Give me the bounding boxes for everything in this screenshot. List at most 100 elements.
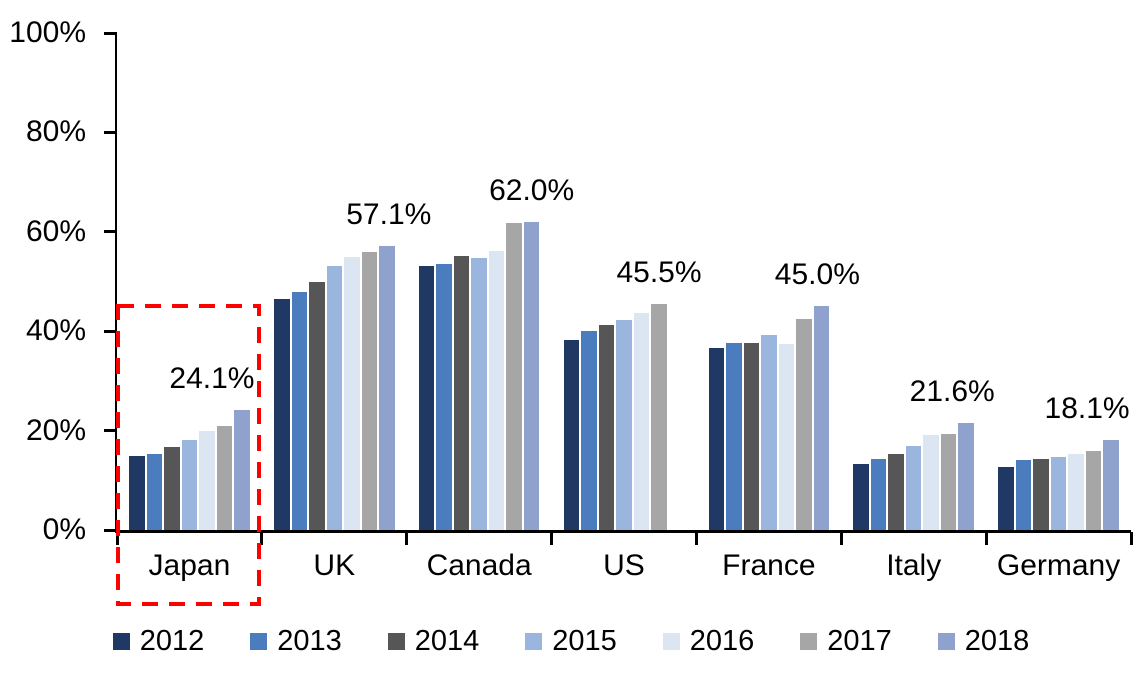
bar-japan-2012 (129, 456, 145, 530)
legend-label-2018: 2018 (964, 625, 1030, 657)
value-label-france: 45.0% (774, 258, 860, 292)
legend-item-2015: 2015 (525, 624, 617, 658)
x-axis-tick (260, 532, 264, 545)
bar-uk-2018 (379, 246, 395, 530)
x-axis-tick (405, 532, 409, 545)
bar-france-2012 (708, 348, 725, 530)
bar-italy-2018 (958, 422, 974, 530)
bar-italy-2014 (888, 453, 904, 530)
bar-france-2015 (761, 335, 777, 530)
y-axis-tick-label: 0% (42, 513, 86, 546)
bar-uk-2012 (274, 298, 290, 530)
bar-italy-2017 (940, 434, 957, 530)
legend-label-2012: 2012 (139, 625, 205, 657)
bar-france-2013 (726, 342, 742, 530)
category-label-germany: Germany (996, 549, 1121, 582)
legend-swatch-2015 (525, 632, 543, 650)
y-axis-tick (104, 528, 117, 532)
bar-germany-2018 (1103, 440, 1119, 530)
legend-item-2017: 2017 (800, 624, 892, 658)
y-axis-tick-label: 40% (25, 314, 86, 348)
bar-italy-2013 (870, 458, 887, 530)
category-label-canada: Canada (426, 549, 532, 582)
legend-item-2016: 2016 (662, 624, 755, 658)
legend-swatch-2018 (937, 632, 955, 650)
bar-uk-2017 (361, 252, 378, 530)
bar-japan-2018 (234, 410, 250, 530)
category-label-us: US (603, 549, 645, 582)
value-label-germany: 18.1% (1044, 392, 1130, 426)
bar-us-2015 (616, 319, 632, 530)
category-label-france: France (722, 549, 816, 582)
bar-germany-2012 (998, 466, 1014, 530)
category-label-italy: Italy (886, 549, 942, 582)
bar-canada-2016 (488, 251, 505, 530)
category-label-japan: Japan (148, 549, 231, 582)
x-axis-tick (550, 532, 554, 545)
bar-us-2013 (581, 330, 597, 530)
value-label-italy: 21.6% (909, 374, 995, 408)
legend-label-2016: 2016 (689, 625, 755, 657)
bar-japan-2013 (146, 454, 163, 530)
bar-japan-2016 (199, 430, 215, 530)
y-axis-tick-label: 100% (9, 16, 86, 49)
legend-item-2014: 2014 (387, 624, 480, 658)
x-axis-tick (984, 532, 988, 545)
legend-swatch-2012 (112, 632, 130, 650)
bar-canada-2015 (471, 257, 487, 530)
value-label-us: 45.5% (616, 255, 702, 289)
y-axis-tick-label: 80% (25, 115, 86, 149)
x-axis-tick (1129, 532, 1133, 545)
bar-uk-2015 (326, 265, 343, 530)
y-axis-tick (104, 329, 117, 333)
bar-japan-2015 (181, 439, 198, 530)
bar-italy-2012 (853, 463, 869, 530)
bar-canada-2018 (523, 221, 540, 530)
y-axis-tick-label: 20% (25, 413, 86, 447)
bar-germany-2015 (1050, 456, 1067, 530)
bar-us-2012 (563, 340, 580, 530)
bar-italy-2015 (905, 446, 922, 530)
bar-us-2016 (633, 312, 650, 530)
category-label-uk: UK (313, 549, 356, 582)
bar-canada-2017 (506, 222, 522, 530)
bar-canada-2013 (436, 263, 452, 530)
y-axis-tick (104, 429, 117, 433)
plot-area: 0% 20% 40% 60% 80% 100% Japan UK Canada US France I… (9, 16, 1133, 582)
bar-us-2017 (651, 303, 667, 530)
y-axis-tick (104, 31, 117, 35)
bar-france-2017 (796, 318, 812, 530)
legend-item-2013: 2013 (250, 624, 342, 658)
bar-germany-2016 (1068, 453, 1084, 530)
y-axis-tick (104, 130, 117, 134)
legend-item-2018: 2018 (937, 624, 1030, 658)
value-label-japan: 24.1% (169, 362, 255, 396)
bar-uk-2013 (291, 291, 308, 530)
bar-germany-2013 (1015, 459, 1032, 530)
x-axis-tick (115, 532, 119, 545)
bar-uk-2014 (309, 282, 325, 530)
chart-legend: 2012 2013 2014 2015 2016 2017 2018 (0, 624, 1142, 658)
legend-swatch-2013 (250, 632, 268, 650)
value-label-uk: 57.1% (346, 198, 432, 232)
legend-label-2013: 2013 (277, 625, 342, 657)
bar-canada-2012 (418, 266, 435, 530)
y-axis-tick (104, 230, 117, 234)
bar-germany-2017 (1085, 450, 1102, 530)
bar-us-2014 (598, 325, 615, 530)
legend-label-2014: 2014 (414, 625, 480, 657)
legend-label-2015: 2015 (552, 625, 617, 657)
bar-japan-2014 (164, 446, 180, 530)
bar-france-2014 (743, 342, 760, 530)
x-axis-tick (839, 532, 843, 545)
legend-item-2012: 2012 (112, 624, 205, 658)
bar-uk-2016 (344, 257, 360, 530)
y-axis-tick-label: 60% (25, 214, 86, 248)
legend-swatch-2016 (662, 632, 680, 650)
bar-japan-2017 (216, 425, 233, 530)
bar-canada-2014 (453, 255, 470, 530)
x-axis-tick (694, 532, 698, 545)
value-label-canada: 62.0% (489, 173, 575, 207)
legend-label-2017: 2017 (827, 625, 892, 657)
bar-france-2018 (813, 306, 830, 530)
